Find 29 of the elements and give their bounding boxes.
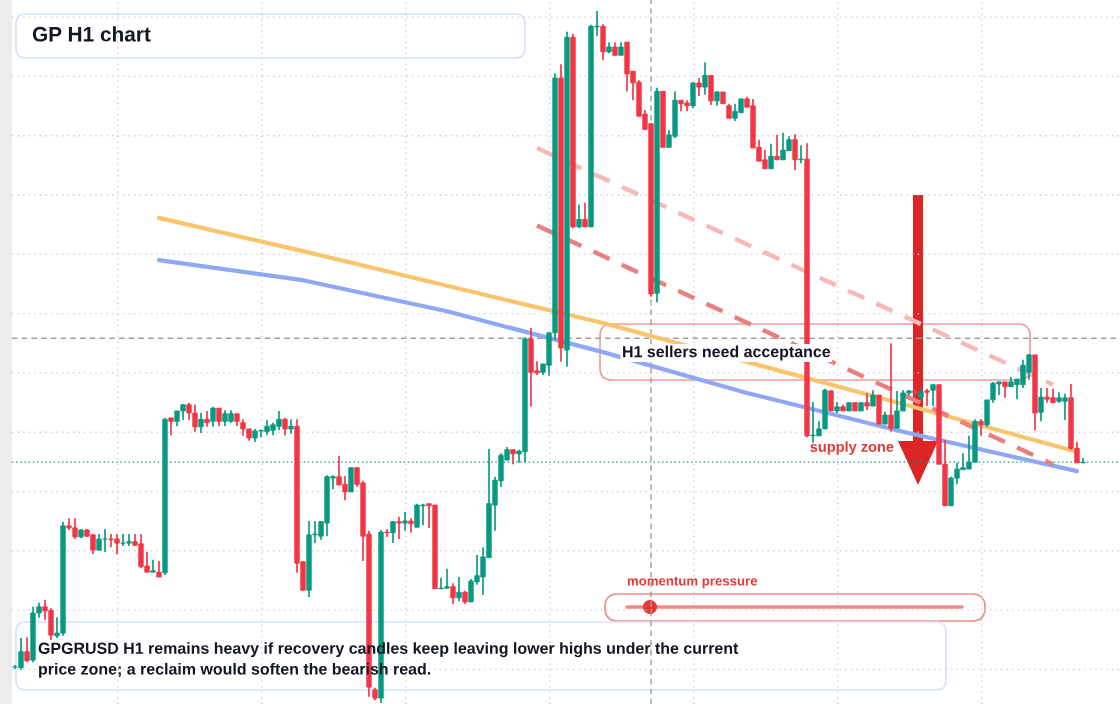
candlestick <box>888 342 894 433</box>
candlestick <box>456 576 462 603</box>
candlestick <box>384 528 390 538</box>
annotation: momentum pressure <box>627 576 758 589</box>
candlestick <box>702 61 708 96</box>
candlestick <box>24 636 30 663</box>
candlestick <box>924 387 930 407</box>
candlestick <box>288 418 294 435</box>
candlestick <box>402 511 408 532</box>
candlestick <box>582 201 588 228</box>
candlestick <box>930 383 936 407</box>
candlestick <box>168 417 174 437</box>
candlestick <box>768 143 774 170</box>
candlestick <box>408 517 414 534</box>
candlestick <box>774 134 780 161</box>
candlestick <box>150 558 156 574</box>
candlestick <box>792 133 798 171</box>
candlestick <box>210 405 216 428</box>
candlestick <box>978 418 984 437</box>
candlestick <box>690 81 696 109</box>
candlestick <box>396 515 402 540</box>
candlestick <box>198 412 204 434</box>
candlestick <box>450 582 456 605</box>
candlestick <box>828 389 834 412</box>
annotation: supply zone <box>810 441 894 455</box>
candlestick <box>798 144 804 165</box>
candlestick <box>1038 387 1044 423</box>
text: GP H1 chart <box>32 26 151 42</box>
annotation: H1 sellers need acceptance <box>623 345 831 361</box>
